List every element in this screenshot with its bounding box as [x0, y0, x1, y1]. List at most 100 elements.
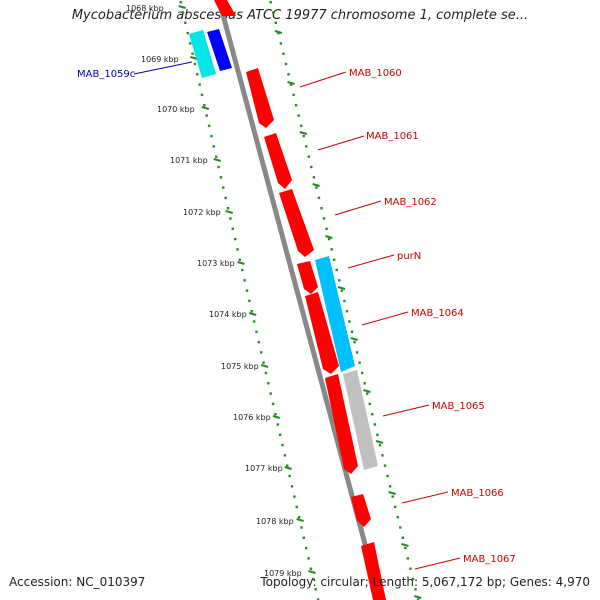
scale-tick — [404, 546, 407, 550]
gene-label: MAB_1064 — [411, 308, 464, 319]
scale-label: 1068 kbp — [126, 4, 164, 13]
scale-tick — [297, 516, 301, 519]
scale-tick — [196, 73, 199, 76]
scale-label: 1071 kbp — [170, 156, 208, 165]
scale-tick — [307, 155, 311, 158]
scale-tick — [267, 382, 270, 385]
scale-tick — [353, 340, 356, 344]
scale-major-tick — [363, 389, 371, 393]
scale-major-tick — [287, 81, 295, 85]
scale-tick — [286, 464, 289, 467]
scale-tick — [219, 176, 223, 179]
scale-major-tick — [375, 440, 384, 444]
scale-tick — [343, 299, 346, 303]
scale-tick — [393, 505, 397, 509]
scale-tick — [252, 320, 256, 323]
scale-tick — [287, 73, 290, 76]
scale-major-tick — [337, 286, 346, 290]
scale-major-tick — [237, 261, 245, 265]
cds-mab-1059c — [189, 30, 216, 78]
scale-major-tick — [325, 235, 333, 239]
scale-tick — [416, 598, 420, 600]
scale-tick — [292, 93, 295, 97]
gene-label: MAB_1059c — [77, 69, 135, 80]
scale-tick — [284, 62, 288, 66]
scale-label: 1078 kbp — [256, 517, 294, 526]
gene-label: MAB_1065 — [432, 401, 485, 412]
scale-tick — [366, 392, 369, 395]
scale-tick — [386, 474, 389, 478]
scale-label: 1069 kbp — [141, 55, 179, 64]
scale-tick — [315, 186, 318, 189]
scale-tick — [309, 567, 313, 570]
scale-tick — [229, 217, 232, 220]
scale-tick — [358, 361, 361, 364]
scale-tick — [320, 207, 323, 210]
scale-tick — [314, 588, 317, 591]
scale-tick — [305, 145, 308, 148]
scale-tick — [294, 104, 298, 107]
scale-tick — [391, 495, 394, 498]
scale-major-tick — [178, 5, 186, 9]
scale-tick — [198, 83, 201, 86]
scale-major-tick — [272, 415, 281, 419]
gene-mab-1062 — [279, 189, 314, 257]
scale-tick — [302, 134, 305, 138]
scale-major-tick — [308, 570, 316, 574]
scale-tick — [278, 433, 282, 436]
scale-tick — [295, 505, 298, 509]
scale-tick — [290, 485, 294, 488]
scale-label: 1077 kbp — [245, 464, 283, 473]
gene-mab-1067 — [361, 542, 386, 600]
scale-tick — [184, 21, 187, 24]
scale-tick — [283, 454, 287, 457]
scale-tick — [282, 52, 285, 55]
scale-major-tick — [225, 210, 234, 214]
gene-mab-1064 — [305, 292, 339, 374]
scale-tick — [276, 423, 279, 426]
scale-tick — [409, 567, 412, 570]
scale-tick — [233, 237, 237, 241]
scale-tick — [330, 248, 333, 251]
scale-major-tick — [201, 106, 210, 110]
scale-tick — [396, 516, 399, 519]
scale-tick — [293, 495, 296, 498]
scale-tick — [272, 11, 275, 14]
scale-major-tick — [413, 595, 422, 599]
gene-label: MAB_1067 — [463, 554, 516, 565]
scale-label: 1076 kbp — [233, 413, 271, 422]
scale-tick — [222, 186, 225, 189]
gene-label: MAB_1061 — [366, 131, 419, 142]
scale-tick — [179, 1, 182, 4]
scale-label: 1070 kbp — [157, 105, 195, 114]
scale-major-tick — [350, 337, 358, 341]
leader-line — [347, 254, 395, 269]
gene-mab-1061 — [264, 133, 292, 189]
gene-mab-1059c — [207, 29, 232, 71]
leader-line — [361, 311, 409, 326]
gene-label: MAB_1066 — [451, 488, 504, 499]
scale-tick — [388, 485, 392, 488]
scale-tick — [226, 207, 230, 210]
scale-tick — [241, 268, 244, 272]
leader-line — [334, 200, 382, 216]
scale-tick — [406, 557, 410, 560]
scale-tick — [236, 248, 239, 251]
scale-tick — [260, 351, 263, 354]
scale-tick — [371, 413, 374, 416]
scale-tick — [288, 474, 291, 478]
scale-major-tick — [190, 56, 198, 60]
scale-major-tick — [299, 131, 308, 135]
scale-tick — [312, 577, 315, 581]
scale-tick — [231, 227, 234, 230]
leader-line — [299, 71, 347, 88]
scale-tick — [257, 340, 261, 344]
scale-tick — [378, 443, 382, 447]
scale-tick — [289, 83, 293, 86]
scale-tick — [348, 320, 351, 323]
scale-tick — [262, 361, 265, 364]
scale-label: 1075 kbp — [221, 362, 259, 371]
scale-major-tick — [388, 491, 396, 495]
feature-track — [189, 0, 386, 600]
